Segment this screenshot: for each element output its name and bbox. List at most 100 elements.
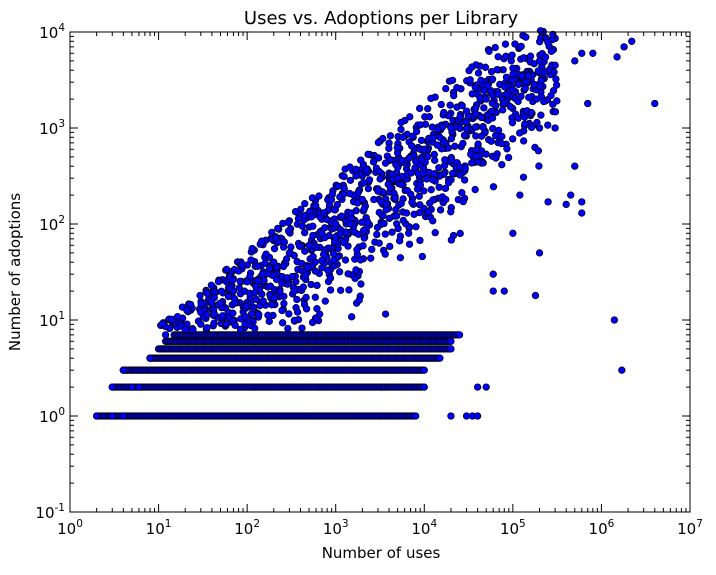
data-point [251,289,259,297]
data-point [360,234,368,242]
data-point [436,133,444,141]
data-point [365,176,374,184]
data-point [442,195,450,204]
data-point [370,195,378,204]
data-point [477,76,485,84]
data-point [509,229,517,237]
data-point [247,256,255,264]
data-point [312,202,320,210]
data-point [459,197,467,206]
data-point [161,331,170,339]
data-point [207,297,216,306]
data-point [203,324,211,332]
data-point [364,218,372,226]
data-point [508,119,517,127]
data-point [419,169,427,177]
data-point [427,186,435,194]
data-point [285,310,293,318]
data-point [519,173,528,181]
data-point [517,42,525,51]
data-point [329,249,338,258]
data-point [535,249,544,257]
data-point [291,207,300,216]
data-point [187,300,195,309]
data-point [380,219,388,228]
data-point [346,163,354,171]
data-point [506,103,515,111]
data-point [336,193,344,201]
data-point [197,308,205,317]
data-point [416,104,424,113]
data-point [453,84,461,92]
data-point [229,309,237,317]
data-point [381,230,389,238]
data-point [532,95,541,103]
data-point [491,43,499,52]
data-point [446,101,454,109]
data-point [295,242,304,250]
data-point [447,337,455,345]
data-point [271,234,279,242]
data-point [405,229,413,237]
data-point [471,123,480,131]
data-point [418,252,427,261]
data-point [340,172,348,181]
data-point [518,72,526,80]
data-point [613,53,621,61]
data-point [298,222,307,230]
data-point [307,213,316,221]
data-point [494,90,502,99]
data-point [235,284,243,292]
data-point [405,240,414,248]
data-point [337,212,346,220]
data-point [424,208,433,216]
data-point [333,201,341,209]
data-point [395,237,404,245]
data-point [571,57,579,65]
data-point [527,108,536,117]
data-point [549,30,557,39]
data-point [352,172,360,180]
data-point [620,43,628,51]
data-point [477,113,485,122]
data-point [497,139,506,148]
data-point [386,132,395,140]
data-point [450,91,458,100]
data-point [462,125,471,133]
data-point [535,124,544,132]
data-point [223,265,231,274]
data-point [420,383,428,391]
data-point [435,183,443,191]
data-point [440,108,448,117]
data-point [375,208,383,217]
data-point [514,114,523,122]
data-point [578,49,586,57]
data-point [367,254,375,262]
data-point [313,281,321,290]
data-point [458,102,466,110]
data-point [93,412,101,420]
data-point [254,277,262,285]
data-point [231,321,239,330]
data-point [500,99,508,108]
data-point [266,282,275,290]
data-point [477,132,486,140]
data-point [508,51,516,59]
chart-title: Uses vs. Adoptions per Library [244,8,519,29]
data-point [374,187,382,195]
data-point [374,138,383,147]
data-point [447,124,455,132]
data-point [353,246,361,254]
data-point [330,256,338,264]
data-point [355,296,363,304]
data-point [535,162,543,170]
data-point [283,274,291,282]
data-point [386,242,394,251]
data-point [197,300,205,308]
data-point [318,257,326,265]
data-point [252,295,261,304]
data-point [279,319,287,327]
data-point [376,175,384,183]
data-point [216,299,225,307]
data-point [427,94,435,103]
